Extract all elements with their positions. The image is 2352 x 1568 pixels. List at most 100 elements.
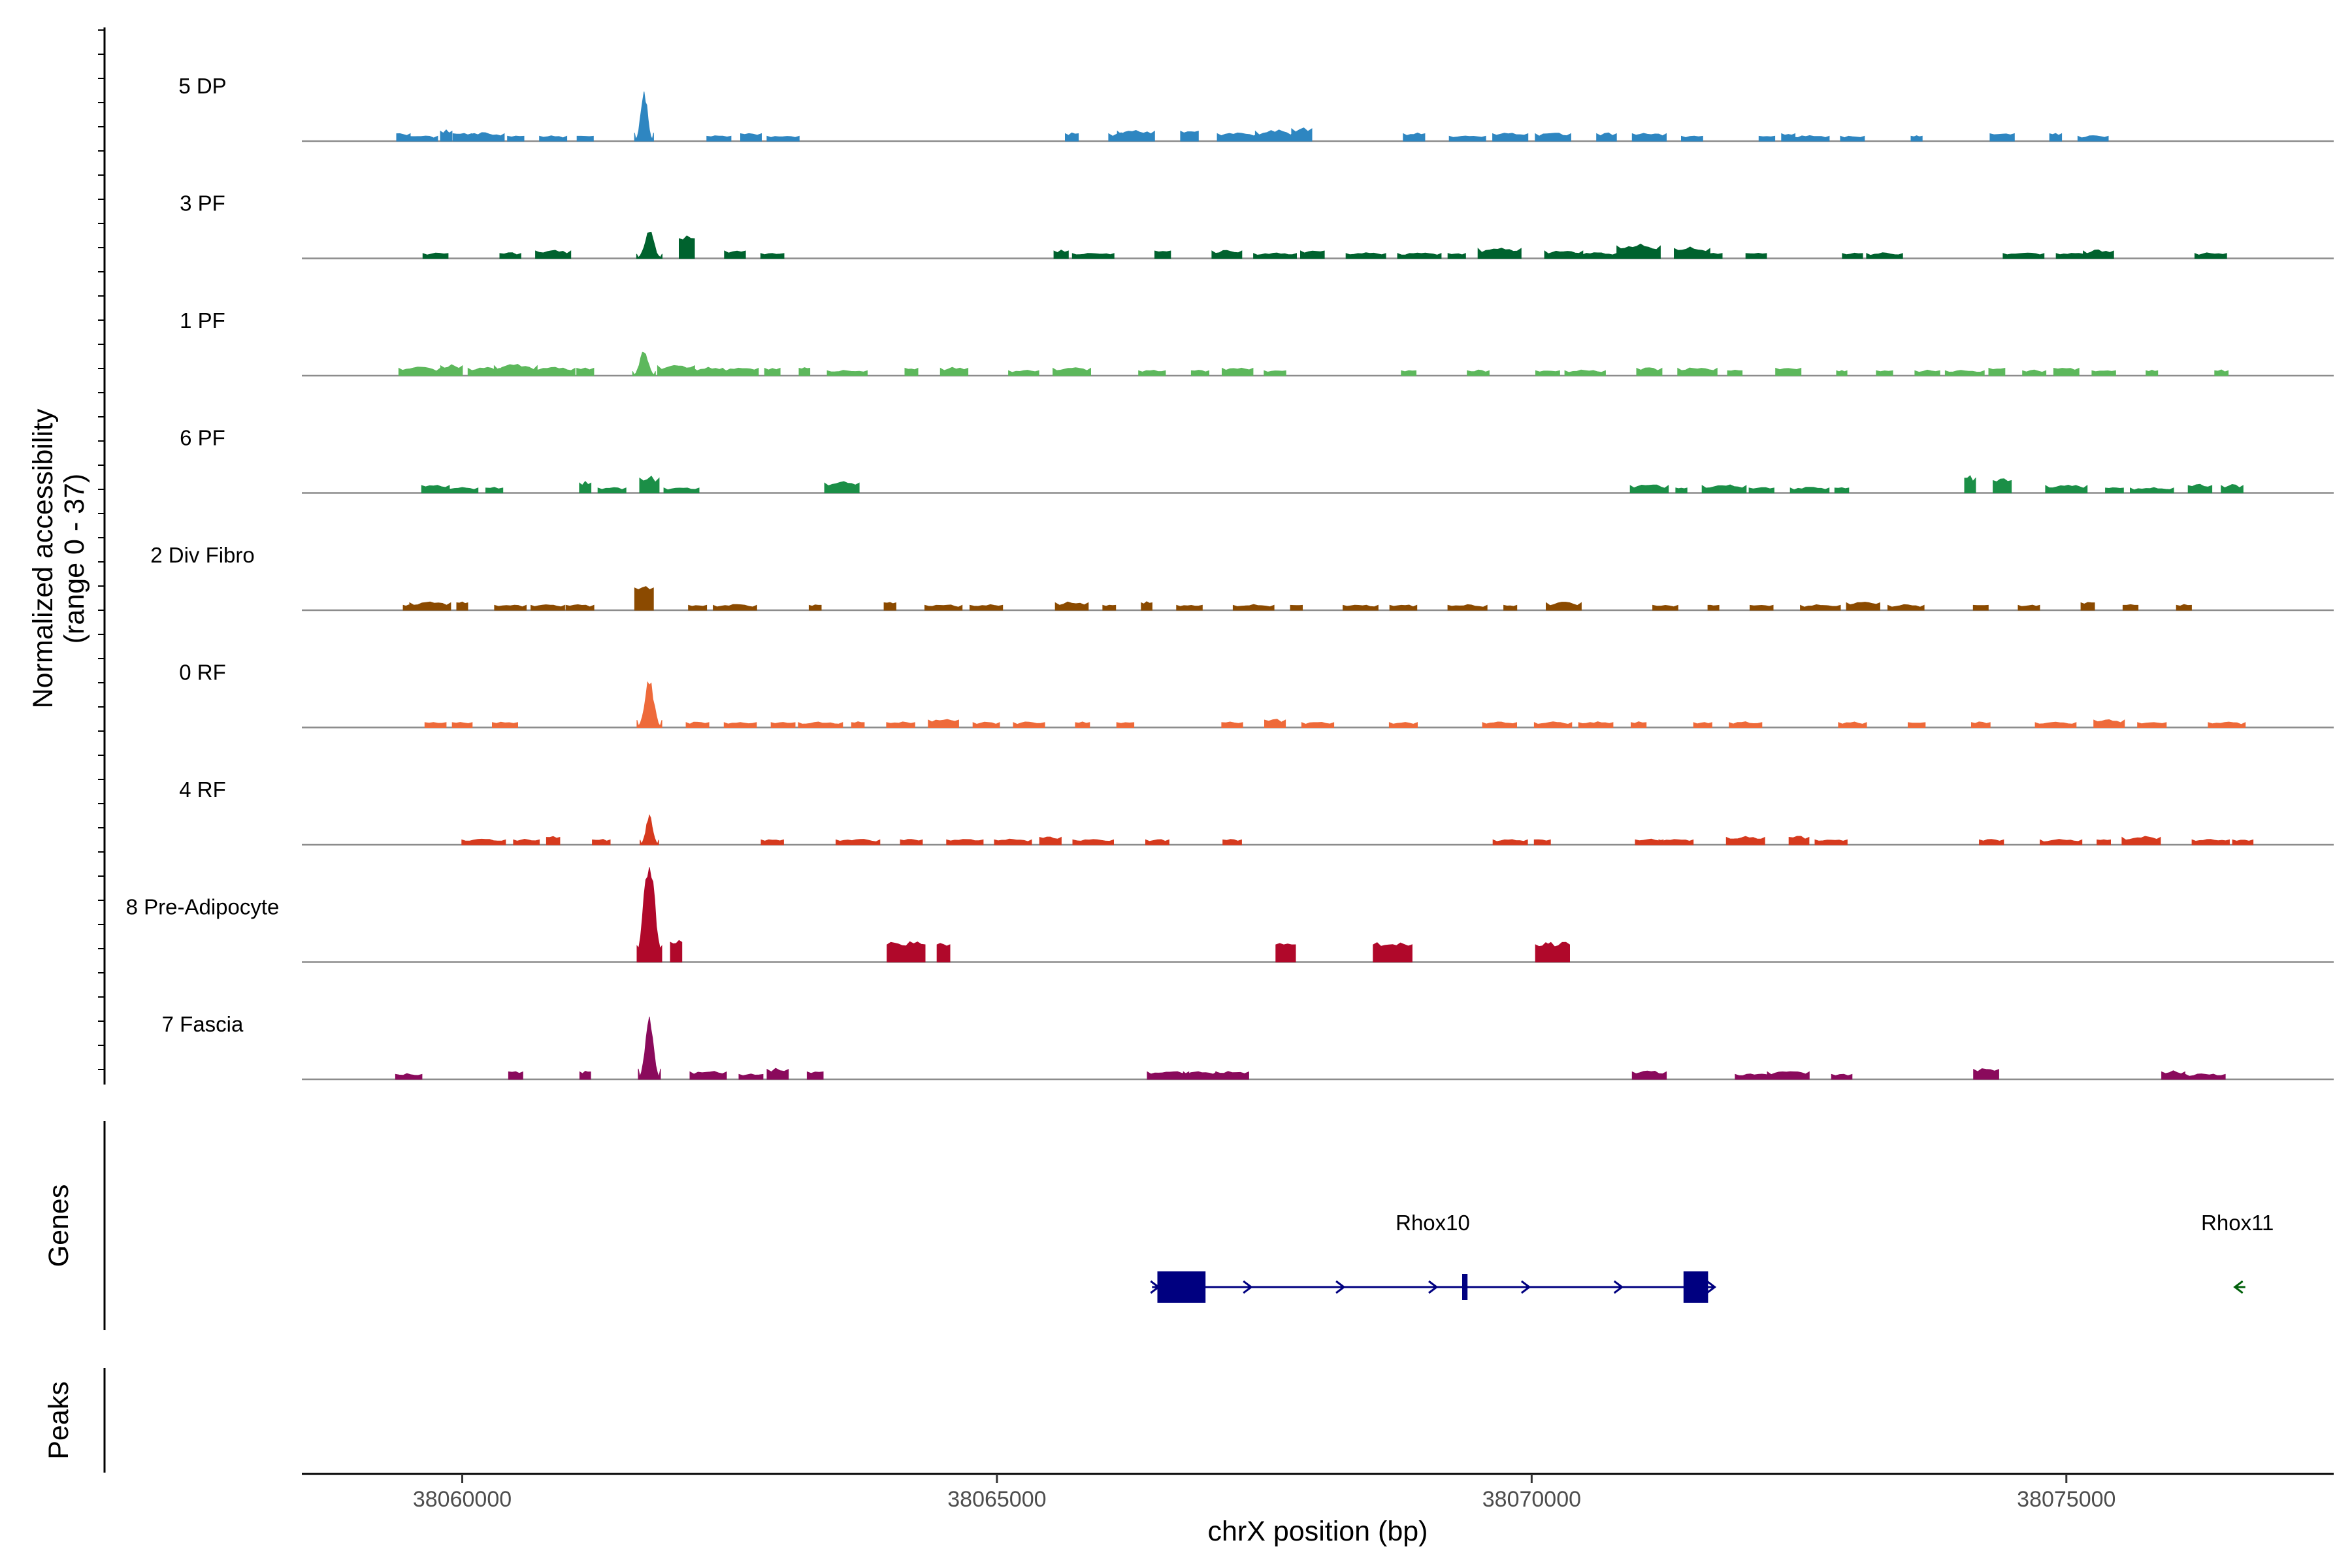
track-label: 3 PF — [180, 191, 225, 216]
coverage-peak — [1578, 721, 1614, 728]
coverage-peak — [1264, 370, 1286, 376]
coverage-peak — [2093, 719, 2125, 728]
coverage-peak — [972, 721, 1000, 728]
coverage-peak — [1401, 370, 1416, 376]
coverage-peak — [1482, 721, 1517, 728]
track-label: 2 Div Fibro — [150, 543, 255, 567]
coverage-peak — [1652, 604, 1678, 611]
coverage-peak — [395, 1073, 423, 1080]
coverage-peak — [824, 481, 860, 493]
track-1-pf: 1 PF — [180, 308, 2334, 377]
strand-arrow — [1428, 1280, 1439, 1294]
coverage-peak — [576, 135, 594, 142]
coverage-peak — [1767, 1071, 1810, 1080]
x-tick-label: 38075000 — [2017, 1487, 2115, 1512]
coverage-peak — [1211, 250, 1243, 259]
y-axis-range: (range 0 - 37) — [59, 474, 90, 644]
coverage-peak — [2191, 839, 2230, 845]
coverage-peak — [1075, 721, 1090, 728]
coverage-peak — [1629, 484, 1669, 493]
coverage-peak — [639, 475, 660, 493]
coverage-peak — [724, 250, 746, 259]
coverage-peak — [1944, 370, 1985, 376]
coverage-peak — [1154, 250, 1171, 259]
coverage-peak — [546, 836, 561, 845]
coverage-peak — [1232, 604, 1275, 611]
coverage-peak — [2049, 133, 2063, 142]
track-label: 1 PF — [180, 308, 225, 333]
coverage-peak — [946, 839, 984, 845]
coverage-peak — [689, 1071, 727, 1080]
strand-arrow — [2233, 1280, 2246, 1294]
coverage-peak — [2040, 839, 2083, 845]
coverage-peak — [706, 135, 732, 142]
coverage-peak — [2122, 604, 2139, 611]
coverage-peak — [886, 721, 915, 728]
coverage-peak — [2017, 604, 2040, 611]
coverage-peak — [1065, 132, 1079, 142]
coverage-peak — [531, 604, 565, 611]
coverage-peak — [640, 814, 659, 845]
track-label: 0 RF — [179, 661, 226, 685]
coverage-peak — [1971, 721, 1991, 728]
gene-exon — [1683, 1271, 1708, 1303]
x-tick-label: 38065000 — [947, 1487, 1046, 1512]
coverage-peak — [2053, 367, 2080, 376]
coverage-peak — [1145, 839, 1169, 845]
coverage-peak — [2077, 135, 2109, 142]
coverage-peak — [766, 135, 800, 142]
coverage-peak — [1658, 839, 1694, 845]
coverage-peak — [1788, 836, 1810, 845]
coverage-peak — [2187, 483, 2213, 493]
coverage-peak — [2105, 487, 2124, 493]
coverage-peak — [1964, 475, 1976, 493]
coverage-peak — [1775, 367, 1802, 376]
track-label: 7 Fascia — [162, 1012, 244, 1036]
gene-label: Rhox10 — [1396, 1211, 1470, 1235]
track-4-rf: 4 RF — [179, 777, 2334, 846]
coverage-peak — [2121, 836, 2161, 845]
coverage-peak — [936, 943, 951, 962]
coverage-peak — [670, 939, 683, 962]
gene-rhox10: Rhox10 — [1150, 1211, 1717, 1303]
coverage-peak — [1750, 604, 1774, 611]
coverage-peak — [565, 604, 595, 611]
coverage-peak — [740, 133, 762, 142]
coverage-peak — [1596, 132, 1617, 142]
coverage-peak — [1215, 1071, 1249, 1080]
coverage-peak — [2045, 484, 2088, 493]
coverage-peak — [1887, 604, 1925, 611]
coverage-peak — [688, 604, 708, 611]
coverage-peak — [970, 604, 1004, 611]
coverage-peak — [2214, 369, 2229, 376]
coverage-peak — [766, 1068, 789, 1080]
coverage-peak — [883, 602, 896, 611]
coverage-peak — [1866, 252, 1903, 259]
coverage-peak — [461, 838, 506, 845]
coverage-peak — [1979, 839, 2004, 845]
x-axis-title: chrX position (bp) — [1208, 1516, 1428, 1547]
coverage-peak — [1467, 369, 1490, 376]
y-axis-title: Normalized accessibility — [27, 408, 59, 708]
coverage-peak — [808, 604, 822, 611]
coverage-peak — [1180, 131, 1199, 142]
coverage-peak — [1403, 132, 1426, 142]
coverage-peak — [2221, 483, 2244, 493]
coverage-peak — [1533, 839, 1551, 845]
coverage-peak — [1834, 487, 1850, 493]
coverage-peak — [1914, 369, 1940, 376]
coverage-peak — [1147, 1071, 1190, 1080]
coverage-peak — [446, 487, 479, 493]
coverage-peak — [1631, 721, 1647, 728]
coverage-peak — [499, 252, 521, 259]
coverage-peak — [1008, 370, 1039, 376]
coverage-peak — [1183, 1071, 1217, 1080]
coverage-peak — [770, 722, 796, 728]
coverage-peak — [1492, 839, 1528, 845]
coverage-peak — [2080, 602, 2095, 611]
coverage-peak — [2176, 604, 2192, 611]
coverage-peak — [1388, 722, 1418, 728]
coverage-peak — [2194, 252, 2227, 259]
coverage-peak — [1704, 253, 1723, 259]
coverage-peak — [597, 487, 627, 493]
